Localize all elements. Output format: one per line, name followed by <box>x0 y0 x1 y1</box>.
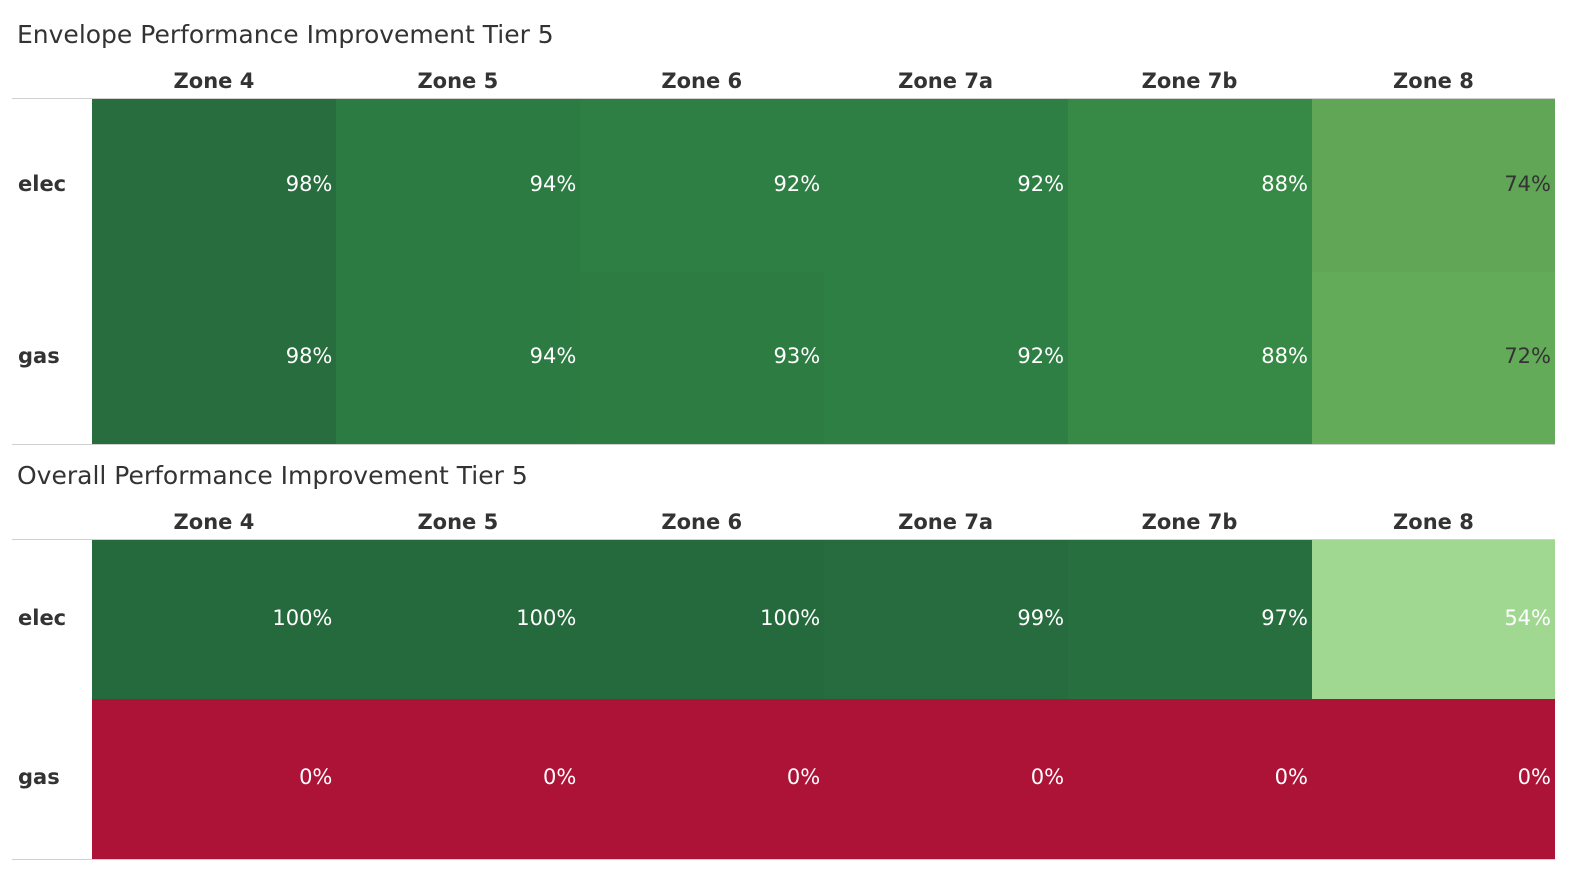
heatmap-cell-elec-3: 100% <box>579 540 825 699</box>
cell-value-label: 92% <box>1017 344 1065 368</box>
cell-value-label: 0% <box>299 765 333 789</box>
column-header: Zone 4 <box>173 69 255 93</box>
column-header: Zone 7b <box>1141 69 1238 93</box>
cell-value-label: 0% <box>1030 765 1065 789</box>
heatmap-cell-gas-5: 88% <box>1067 272 1312 444</box>
row-label-elec: elec <box>18 605 67 630</box>
heatmap-cell-gas-5: 0% <box>1067 699 1312 859</box>
heatmap-cell-gas-3: 93% <box>579 272 825 444</box>
heatmap-cell-elec-5: 97% <box>1067 540 1312 699</box>
chart-title: Overall Performance Improvement Tier 5 <box>17 461 528 490</box>
heatmap-cell-gas-4: 0% <box>823 699 1069 859</box>
heatmap-cell-elec-4: 99% <box>823 540 1069 699</box>
column-header: Zone 4 <box>173 510 255 534</box>
heatmap-cell-elec-2: 94% <box>335 99 581 272</box>
cell-value-label: 94% <box>529 171 577 196</box>
column-header: Zone 5 <box>417 69 499 93</box>
heatmap-cell-gas-1: 0% <box>92 699 337 859</box>
heatmap-cell-gas-1: 98% <box>92 272 337 444</box>
bottom-divider <box>12 444 1555 445</box>
heatmap-cell-elec-6: 74% <box>1311 99 1555 272</box>
column-header: Zone 7b <box>1141 510 1238 534</box>
row-label-gas: gas <box>18 344 60 368</box>
cell-value-label: 100% <box>760 605 821 630</box>
cell-value-label: 98% <box>285 171 333 196</box>
heatmap-cell-gas-2: 0% <box>335 699 581 859</box>
chart-title: Envelope Performance Improvement Tier 5 <box>17 20 554 49</box>
header-divider <box>12 98 1555 99</box>
cell-value-label: 97% <box>1261 605 1308 630</box>
cell-value-label: 92% <box>1017 171 1065 196</box>
column-header: Zone 5 <box>417 510 499 534</box>
heatmap-cell-elec-3: 92% <box>579 99 825 272</box>
column-header: Zone 7a <box>898 69 994 93</box>
column-header: Zone 8 <box>1393 510 1474 534</box>
heatmap-cell-elec-6: 54% <box>1311 540 1555 699</box>
heatmap-cell-gas-2: 94% <box>335 272 581 444</box>
cell-value-label: 100% <box>516 605 577 630</box>
heatmap-cell-elec-1: 98% <box>92 99 337 272</box>
heatmap-cell-elec-1: 100% <box>92 540 337 699</box>
heatmap-cell-gas-6: 0% <box>1311 699 1555 859</box>
heatmap-cell-elec-5: 88% <box>1067 99 1312 272</box>
cell-value-label: 54% <box>1504 605 1551 630</box>
column-header: Zone 6 <box>661 69 743 93</box>
column-header: Zone 7a <box>898 510 994 534</box>
heatmap-cell-gas-3: 0% <box>579 699 825 859</box>
cell-value-label: 92% <box>773 171 821 196</box>
column-header: Zone 6 <box>661 510 743 534</box>
row-label-elec: elec <box>18 171 67 196</box>
column-header: Zone 8 <box>1393 69 1474 93</box>
cell-value-label: 100% <box>272 605 333 630</box>
cell-value-label: 98% <box>285 344 333 368</box>
heatmap-cell-elec-4: 92% <box>823 99 1069 272</box>
heatmap-cell-elec-2: 100% <box>335 540 581 699</box>
cell-value-label: 0% <box>542 765 577 789</box>
heatmap-cell-gas-4: 92% <box>823 272 1069 444</box>
cell-value-label: 0% <box>1517 765 1551 789</box>
cell-value-label: 0% <box>1274 765 1308 789</box>
cell-value-label: 94% <box>529 344 577 368</box>
cell-value-label: 0% <box>786 765 821 789</box>
heatmap-cell-gas-6: 72% <box>1311 272 1555 444</box>
cell-value-label: 99% <box>1017 605 1065 630</box>
header-divider <box>12 539 1555 540</box>
cell-value-label: 93% <box>773 344 821 368</box>
cell-value-label: 72% <box>1504 344 1551 368</box>
bottom-divider <box>12 859 1555 860</box>
row-label-gas: gas <box>18 765 60 789</box>
cell-value-label: 88% <box>1261 171 1308 196</box>
cell-value-label: 88% <box>1261 344 1308 368</box>
cell-value-label: 74% <box>1504 171 1551 196</box>
